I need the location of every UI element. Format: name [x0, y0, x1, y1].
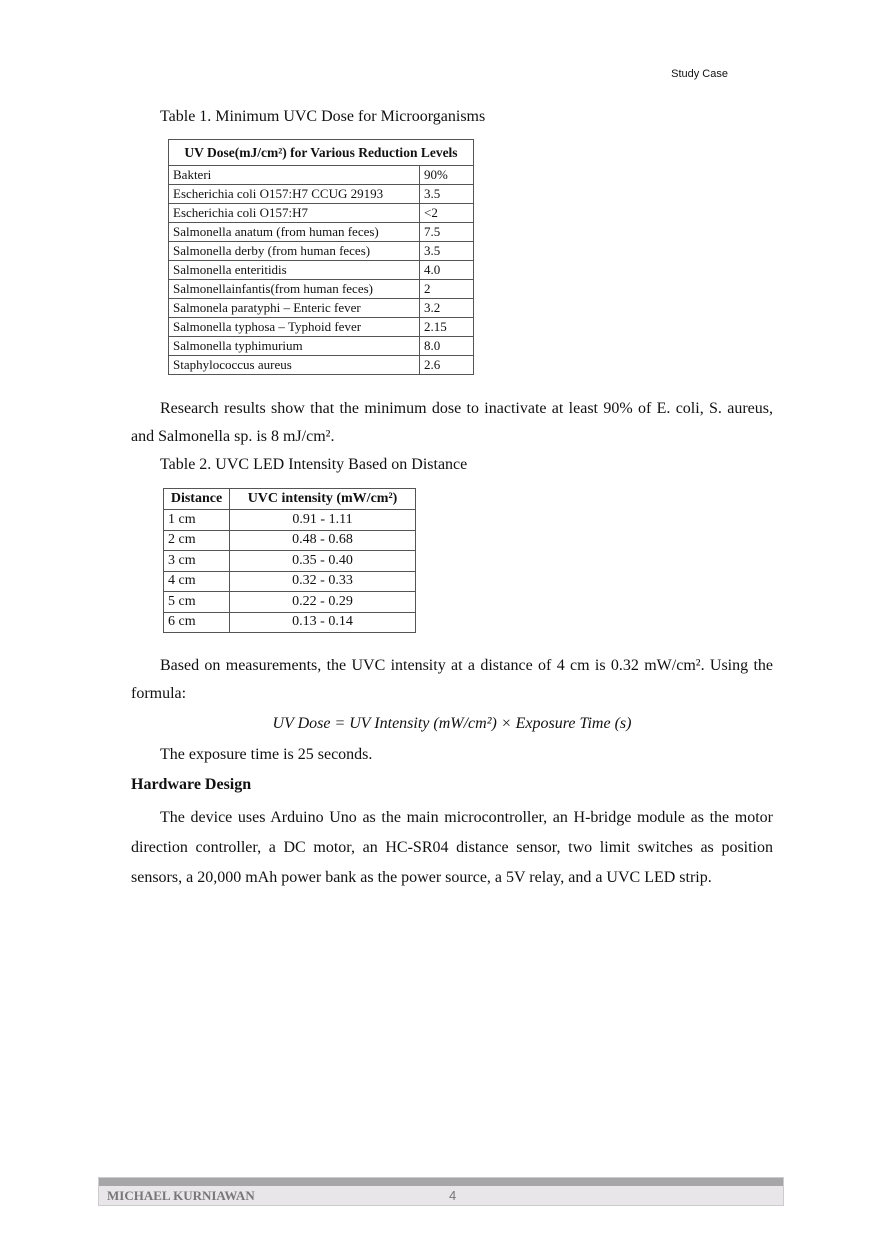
footer-author: MICHAEL KURNIAWAN — [107, 1188, 255, 1203]
table-cell: 3.5 — [419, 184, 474, 204]
table-row: Escherichia coli O157:H7 <2 — [168, 203, 474, 223]
table-cell: 2.6 — [419, 355, 474, 375]
table-cell: Salmonellainfantis(from human feces) — [168, 279, 420, 299]
footer: MICHAEL KURNIAWAN 4 — [98, 1177, 784, 1206]
table-cell: 4 cm — [163, 570, 230, 592]
table1: UV Dose(mJ/cm²) for Various Reduction Le… — [168, 139, 474, 375]
table-cell: 3 cm — [163, 550, 230, 572]
table-row: Salmonella typhosa – Typhoid fever 2.15 — [168, 317, 474, 337]
table2-caption: Table 2. UVC LED Intensity Based on Dist… — [160, 456, 468, 473]
table-cell: 7.5 — [419, 222, 474, 242]
table-row: 6 cm 0.13 - 0.14 — [163, 611, 416, 633]
table-cell: 2 — [419, 279, 474, 299]
table-cell: 5 cm — [163, 591, 230, 613]
table-row: Salmonellainfantis(from human feces) 2 — [168, 279, 474, 299]
table-cell: Salmonella typhosa – Typhoid fever — [168, 317, 420, 337]
paragraph: The device uses Arduino Uno as the main … — [131, 809, 773, 886]
table-row: 1 cm 0.91 - 1.11 — [163, 509, 416, 531]
table-cell: Salmonella anatum (from human feces) — [168, 222, 420, 242]
table-cell: 1 cm — [163, 509, 230, 531]
table2: Distance UVC intensity (mW/cm²) 1 cm 0.91 … — [163, 488, 416, 633]
table-cell: 0.22 - 0.29 — [229, 591, 416, 613]
table-row: Staphylococcus aureus 2.6 — [168, 355, 474, 375]
table-cell: 6 cm — [163, 611, 230, 633]
running-header: Study Case — [671, 68, 728, 80]
table-cell: Staphylococcus aureus — [168, 355, 420, 375]
table-cell: Escherichia coli O157:H7 CCUG 29193 — [168, 184, 420, 204]
table-cell: 4.0 — [419, 260, 474, 280]
formula: UV Dose = UV Intensity (mW/cm²) × Exposu… — [272, 715, 632, 732]
table1-caption: Table 1. Minimum UVC Dose for Microorgan… — [160, 108, 486, 125]
table-row: Salmonella anatum (from human feces) 7.5 — [168, 222, 474, 242]
table-row: Salmonella enteritidis 4.0 — [168, 260, 474, 280]
table2-header: UVC intensity (mW/cm²) — [229, 488, 416, 510]
table-cell: 0.35 - 0.40 — [229, 550, 416, 572]
table1-title: UV Dose(mJ/cm²) for Various Reduction Le… — [168, 139, 474, 166]
table-cell: 2 cm — [163, 529, 230, 551]
table-cell: 3.5 — [419, 241, 474, 261]
table-row: 3 cm 0.35 - 0.40 — [163, 550, 416, 572]
table-cell: 3.2 — [419, 298, 474, 318]
table-row: Escherichia coli O157:H7 CCUG 29193 3.5 — [168, 184, 474, 204]
table-cell: Salmonela paratyphi – Enteric fever — [168, 298, 420, 318]
table-cell: Salmonella derby (from human feces) — [168, 241, 420, 261]
table-cell: 2.15 — [419, 317, 474, 337]
table-cell: Salmonella typhimurium — [168, 336, 420, 356]
paragraph: Based on measurements, the UVC intensity… — [131, 657, 773, 702]
table2-header: Distance — [163, 488, 230, 510]
table-cell: Escherichia coli O157:H7 — [168, 203, 420, 223]
table-row: 5 cm 0.22 - 0.29 — [163, 591, 416, 613]
table-cell: 0.32 - 0.33 — [229, 570, 416, 592]
table-row: 4 cm 0.32 - 0.33 — [163, 570, 416, 592]
section-heading: Hardware Design — [131, 776, 252, 793]
table-cell: 8.0 — [419, 336, 474, 356]
table-cell: 0.13 - 0.14 — [229, 611, 416, 633]
paragraph: The exposure time is 25 seconds. — [160, 746, 373, 763]
table-cell: <2 — [419, 203, 474, 223]
table-row: Salmonela paratyphi – Enteric fever 3.2 — [168, 298, 474, 318]
table-row: Salmonella derby (from human feces) 3.5 — [168, 241, 474, 261]
page-number: 4 — [449, 1188, 457, 1203]
table-cell: Salmonella enteritidis — [168, 260, 420, 280]
table-row: Salmonella typhimurium 8.0 — [168, 336, 474, 356]
table-row: 2 cm 0.48 - 0.68 — [163, 529, 416, 551]
table-cell: 0.48 - 0.68 — [229, 529, 416, 551]
table-cell: 90% — [419, 165, 474, 185]
paragraph: Research results show that the minimum d… — [131, 400, 773, 445]
footer-bar — [99, 1178, 783, 1186]
table-cell: Bakteri — [168, 165, 420, 185]
table-cell: 0.91 - 1.11 — [229, 509, 416, 531]
table-row: Bakteri 90% — [168, 165, 474, 185]
